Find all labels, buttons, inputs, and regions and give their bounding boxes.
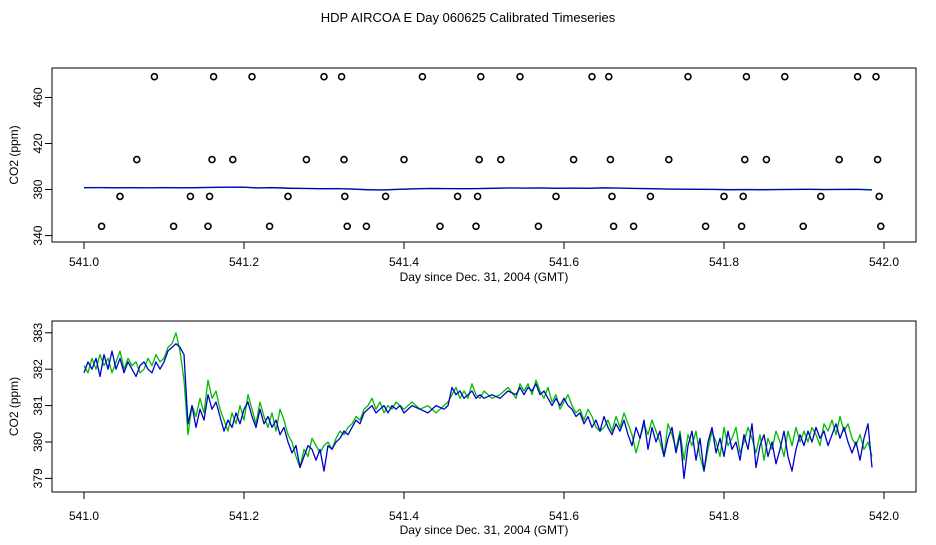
series-line-green (83, 332, 873, 472)
scatter-point (799, 222, 808, 231)
plot-frame (51, 67, 917, 243)
scatter-point (608, 192, 616, 201)
scatter-point (473, 192, 482, 201)
scatter-point (97, 222, 106, 231)
y-tick-label: 381 (31, 395, 45, 415)
scatter-point (209, 72, 218, 81)
scatter-point (816, 192, 825, 201)
scatter-point (609, 222, 618, 231)
scatter-point (853, 72, 862, 81)
x-tick-label: 542.0 (869, 509, 899, 523)
scatter-point (418, 72, 427, 81)
scatter-point (116, 192, 124, 201)
scatter-point (740, 155, 749, 164)
y-tick-label: 420 (31, 133, 45, 153)
x-tick-label: 541.2 (229, 509, 259, 523)
y-tick-label: 379 (31, 468, 45, 488)
scatter-point (248, 72, 256, 81)
y-tick-label: 340 (31, 225, 45, 245)
scatter-point (701, 222, 710, 231)
scatter-point (453, 192, 462, 201)
scatter-point (835, 155, 844, 164)
chart-title: HDP AIRCOA E Day 060625 Calibrated Times… (321, 10, 616, 25)
scatter-point (150, 72, 159, 81)
x-tick-label: 541.2 (229, 255, 259, 269)
series-line-blue (83, 343, 873, 480)
scatter-point (588, 72, 596, 81)
panel-bottom: 541.0 541.2 541.4 541.6 541.8 542.0 Day since … (7, 320, 917, 537)
scatter-point (739, 192, 748, 201)
y-tick-label: 380 (31, 432, 45, 452)
scatter-point (762, 155, 771, 164)
scatter-point (876, 222, 885, 231)
scatter-point (208, 155, 216, 164)
scatter-point (646, 192, 655, 201)
scatter-point (284, 192, 292, 201)
y-tick-label: 382 (31, 359, 45, 379)
y-tick-label: 380 (31, 179, 45, 199)
scatter-point (436, 222, 444, 231)
scatter-point (204, 222, 212, 231)
x-tick-label: 541.8 (709, 255, 739, 269)
scatter-point (534, 222, 543, 231)
x-tick-label: 541.0 (69, 509, 99, 523)
scatter-point (872, 72, 880, 81)
x-tick-label: 541.6 (549, 509, 579, 523)
y-axis-label: CO2 (ppm) (7, 125, 21, 184)
x-tick-label: 541.4 (389, 509, 419, 523)
x-tick-label: 541.0 (69, 255, 99, 269)
scatter-point (362, 222, 371, 231)
scatter-point (400, 155, 408, 164)
scatter-point (552, 192, 560, 201)
scatter-point (496, 155, 505, 164)
scatter-point (569, 155, 578, 164)
scatter-point (606, 155, 615, 164)
x-axis-label: Day since Dec. 31, 2004 (GMT) (400, 270, 569, 284)
scatter-point (629, 222, 638, 231)
scatter-point (684, 72, 692, 81)
series-line-blue (83, 186, 873, 191)
scatter-point (720, 192, 728, 201)
scatter-point (343, 222, 352, 231)
scatter-point (169, 222, 178, 231)
scatter-point (133, 155, 141, 164)
scatter-point (664, 155, 673, 164)
x-tick-label: 542.0 (869, 255, 899, 269)
scatter-point (186, 192, 195, 201)
scatter-point (476, 72, 485, 81)
plot-frame (51, 320, 917, 493)
scatter-point (205, 192, 214, 201)
scatter-point (737, 222, 746, 231)
scatter-point (873, 155, 882, 164)
scatter-point (320, 72, 328, 81)
scatter-point (875, 192, 884, 201)
y-tick-label: 460 (31, 87, 45, 107)
scatter-point (780, 72, 789, 81)
scatter-point (340, 155, 348, 164)
scatter-point (340, 192, 349, 201)
scatter-point (516, 72, 524, 81)
scatter-point (229, 155, 237, 164)
x-axis-label: Day since Dec. 31, 2004 (GMT) (400, 523, 569, 537)
x-tick-label: 541.8 (709, 509, 739, 523)
scatter-point (742, 72, 751, 81)
scatter-point (302, 155, 311, 164)
scatter-point (381, 192, 390, 201)
y-tick-label: 383 (31, 322, 45, 342)
scatter-point (472, 222, 480, 231)
scatter-point (337, 72, 346, 81)
panel-top: 541.0 541.2 541.4 541.6 541.8 542.0 Day since … (7, 67, 917, 284)
x-tick-label: 541.6 (549, 255, 579, 269)
scatter-point (265, 222, 274, 231)
y-axis-label: CO2 (ppm) (7, 377, 21, 436)
x-tick-label: 541.4 (389, 255, 419, 269)
scatter-point (475, 155, 484, 164)
scatter-point (604, 72, 613, 81)
